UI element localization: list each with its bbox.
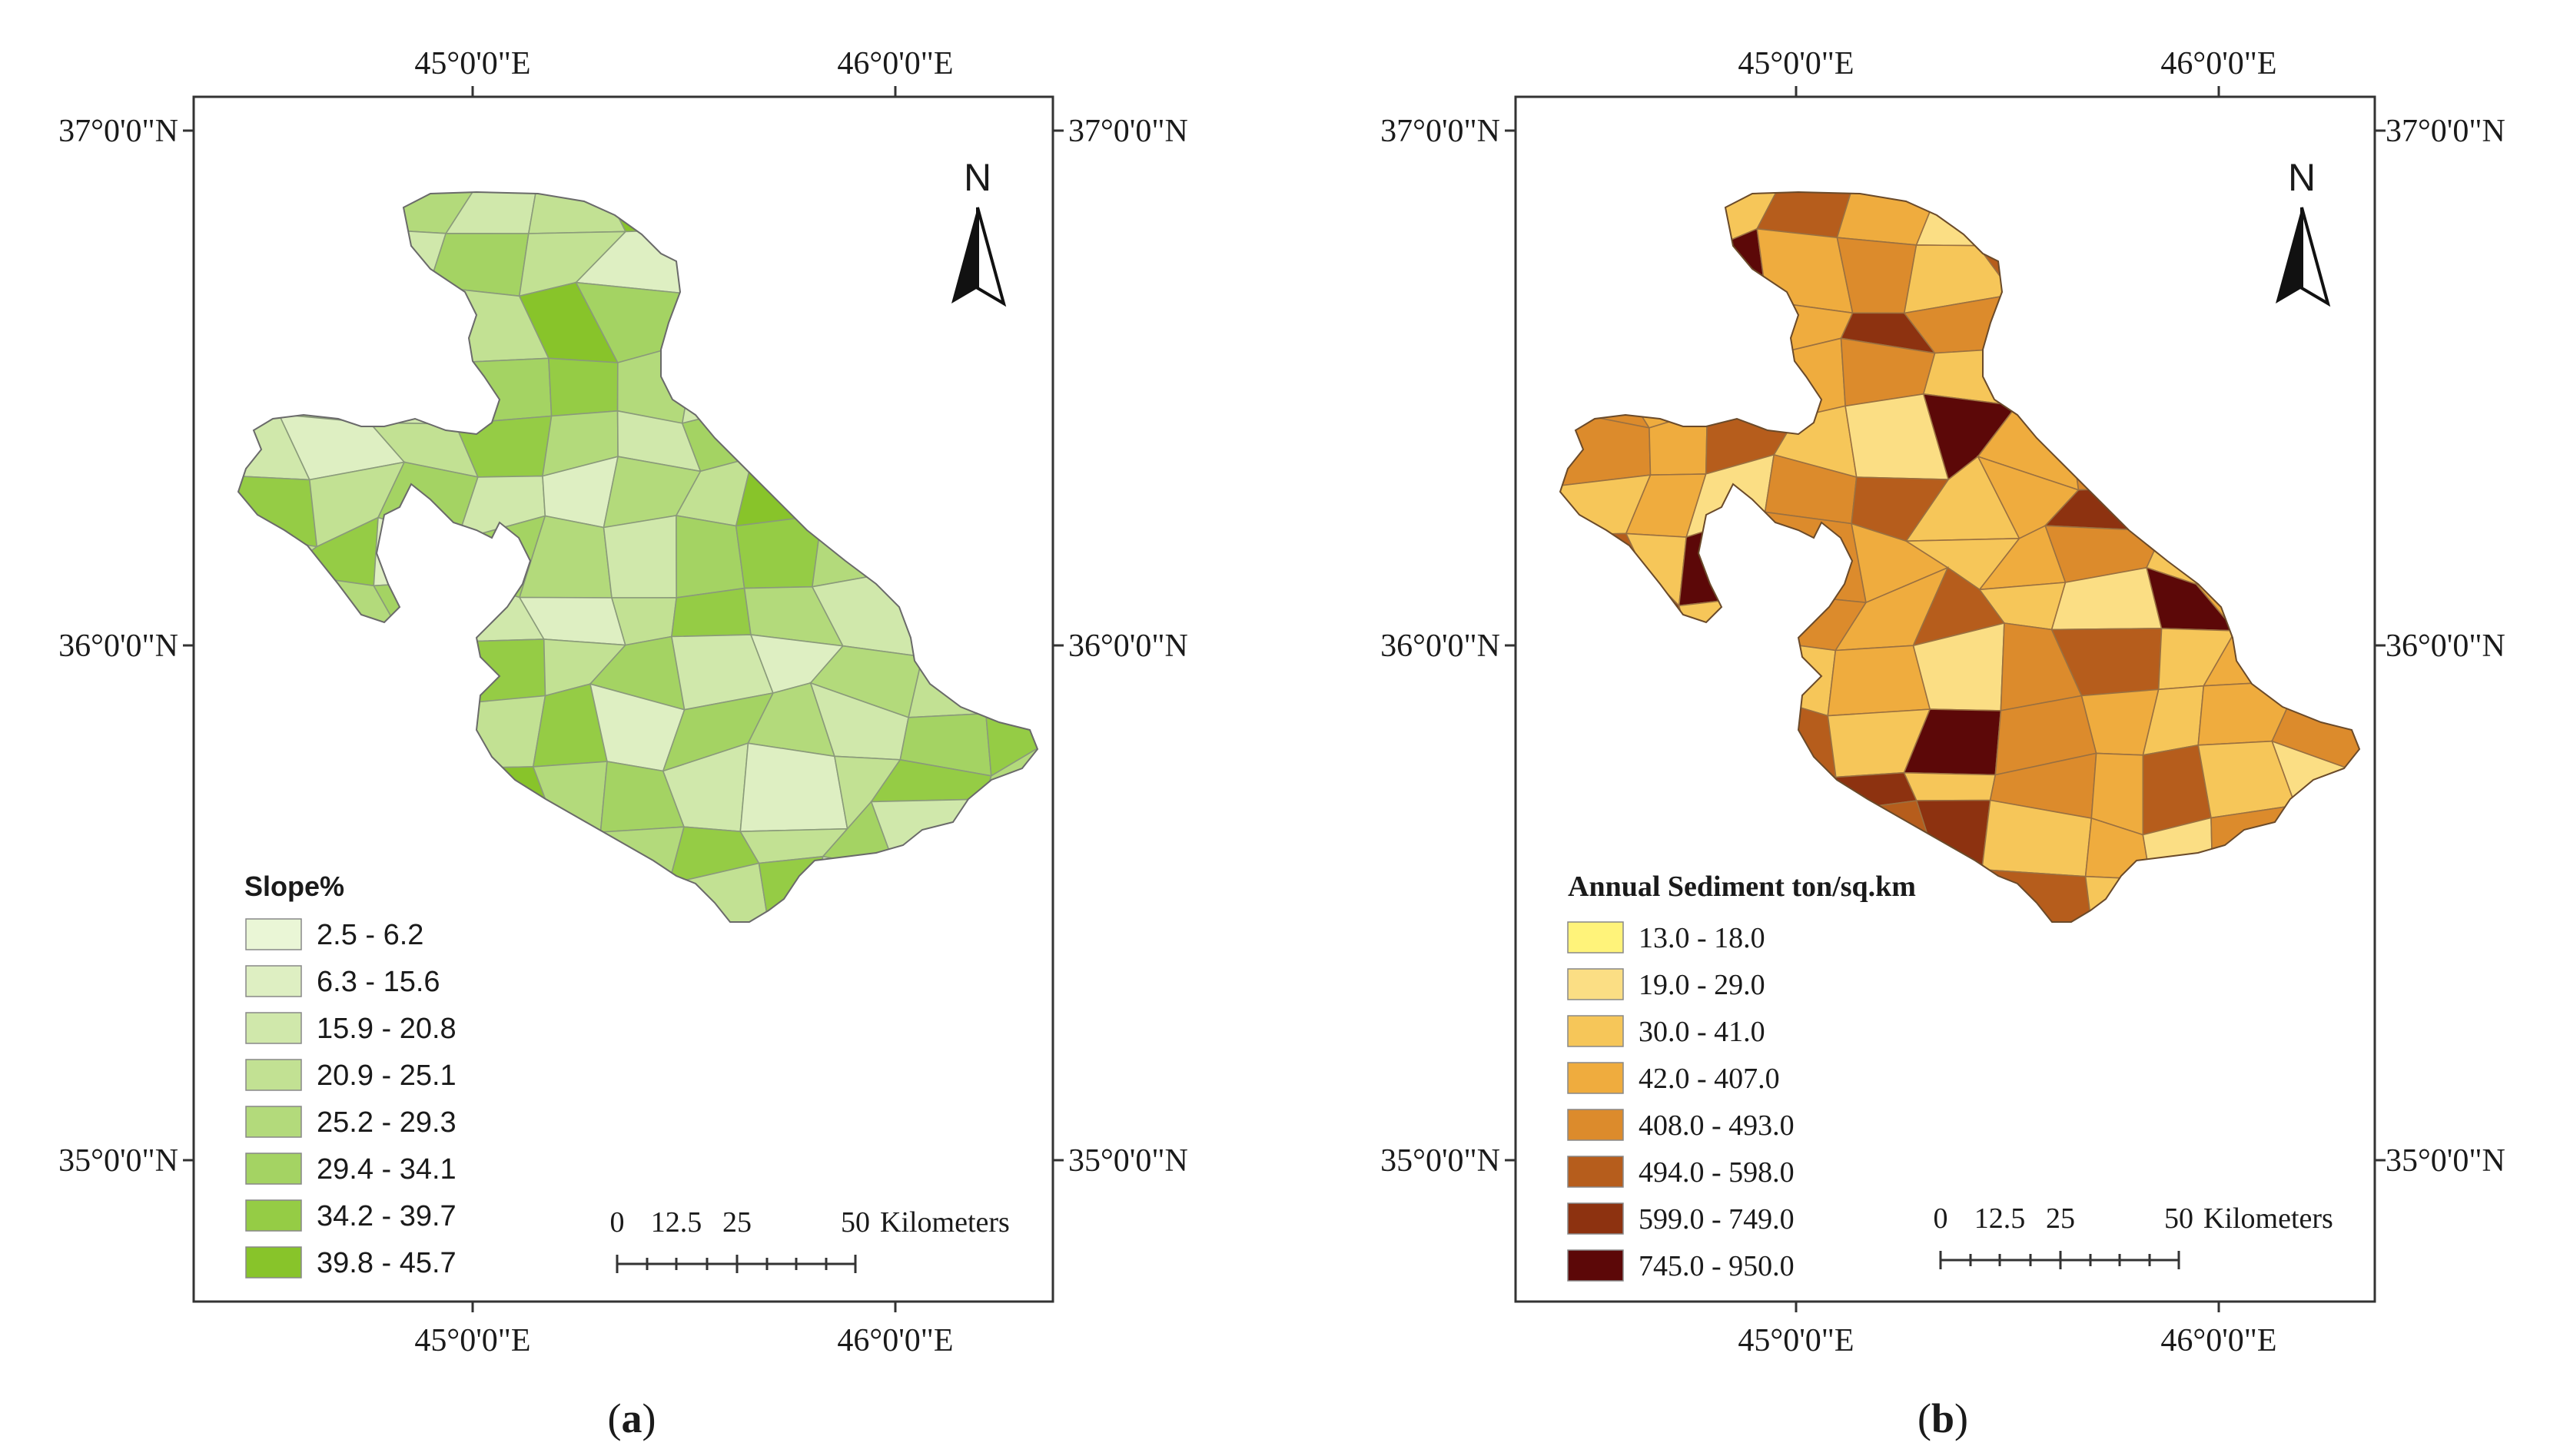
lat-label-left-3: 35°0'0"N [1380, 1143, 1500, 1179]
legend-swatch [245, 1012, 302, 1044]
legend-swatch [1567, 1202, 1624, 1235]
sub-basin [1827, 645, 1931, 717]
legend-swatch [245, 1246, 302, 1279]
lat-label-right-1: 37°0'0"N [2386, 114, 2505, 149]
scale-label-12-5: 12.5 [651, 1206, 702, 1239]
legend: Annual Sediment ton/sq.km 13.0 - 18.0 19.… [1567, 871, 1916, 1282]
legend-label: 25.2 - 29.3 [317, 1106, 457, 1139]
legend-swatch [245, 918, 302, 950]
north-label: N [964, 156, 991, 199]
legend-title: Slope% [244, 871, 344, 902]
caption-b: (b) [1918, 1395, 1968, 1441]
sub-basin [603, 515, 678, 599]
graticule-ticks [183, 86, 1064, 1312]
scale-unit: Kilometers [2203, 1202, 2333, 1235]
legend-swatch [245, 1059, 302, 1091]
legend-label: 19.0 - 29.0 [1639, 969, 1765, 1001]
lon-label-bottom-1: 45°0'0"E [414, 1323, 530, 1358]
sub-basin [1903, 771, 1997, 801]
lon-label-top-1: 45°0'0"E [1738, 46, 1854, 81]
graticule-ticks [1505, 86, 2386, 1312]
lon-label-top-1: 45°0'0"E [414, 46, 530, 81]
lat-label-right-3: 35°0'0"N [2386, 1143, 2505, 1179]
sub-basin [676, 515, 745, 599]
legend-swatch [1567, 921, 1624, 954]
north-arrow-right-half [2300, 207, 2331, 307]
north-arrow: N [951, 156, 1007, 307]
legend-label: 2.5 - 6.2 [317, 919, 423, 951]
lat-label-left-3: 35°0'0"N [58, 1143, 178, 1179]
legend-label: 13.0 - 18.0 [1639, 922, 1765, 954]
lat-label-right-2: 36°0'0"N [2386, 629, 2505, 664]
north-arrow-left-half [2276, 207, 2302, 303]
legend-swatch [245, 1199, 302, 1232]
legend-swatch [245, 1106, 302, 1138]
scale-bar: 0 12.5 25 50 Kilometers [1934, 1202, 2333, 1269]
legend-swatch [245, 965, 302, 997]
lat-label-right-1: 37°0'0"N [1068, 114, 1188, 149]
lat-label-left-1: 37°0'0"N [1380, 114, 1500, 149]
legend-swatch [1567, 968, 1624, 1000]
legend-label: 42.0 - 407.0 [1639, 1063, 1780, 1095]
lon-label-bottom-2: 46°0'0"E [2160, 1323, 2276, 1358]
legend: Slope% 2.5 - 6.2 6.3 - 15.6 15.9 - 20.8 20.… [244, 871, 457, 1279]
legend-label: 599.0 - 749.0 [1639, 1203, 1795, 1235]
legend-label: 745.0 - 950.0 [1639, 1250, 1795, 1282]
scale-label-50: 50 [841, 1206, 870, 1239]
legend-label: 494.0 - 598.0 [1639, 1156, 1795, 1189]
legend-label: 6.3 - 15.6 [317, 966, 440, 998]
lon-label-top-2: 46°0'0"E [2160, 46, 2276, 81]
north-arrow-left-half [951, 207, 978, 303]
scale-label-50: 50 [2164, 1202, 2193, 1235]
scale-label-25: 25 [722, 1206, 752, 1239]
legend-swatch [1567, 1109, 1624, 1141]
lon-label-bottom-1: 45°0'0"E [1738, 1323, 1854, 1358]
lat-label-left-2: 36°0'0"N [58, 629, 178, 664]
scale-bar: 0 12.5 25 50 Kilometers [610, 1206, 1010, 1273]
legend-label: 39.8 - 45.7 [317, 1247, 457, 1279]
legend-label: 29.4 - 34.1 [317, 1153, 457, 1186]
legend-label: 34.2 - 39.7 [317, 1200, 457, 1232]
sub-basin [739, 742, 848, 833]
legend-label: 20.9 - 25.1 [317, 1060, 457, 1092]
north-arrow-right-half [976, 207, 1007, 307]
scale-label-12-5: 12.5 [1974, 1202, 2026, 1235]
scale-label-0: 0 [610, 1206, 625, 1239]
legend-swatch [1567, 1156, 1624, 1188]
north-label: N [2288, 156, 2316, 199]
lat-label-left-1: 37°0'0"N [58, 114, 178, 149]
north-arrow: N [2276, 156, 2331, 307]
lon-label-bottom-2: 46°0'0"E [837, 1323, 953, 1358]
scale-unit: Kilometers [880, 1206, 1010, 1239]
legend-swatch [1567, 1062, 1624, 1094]
lat-label-left-2: 36°0'0"N [1380, 629, 1500, 664]
legend-title: Annual Sediment ton/sq.km [1568, 871, 1916, 903]
legend-label: 30.0 - 41.0 [1639, 1016, 1765, 1048]
lat-label-right-2: 36°0'0"N [1068, 629, 1188, 664]
caption-a: (a) [608, 1395, 656, 1441]
legend-label: 15.9 - 20.8 [317, 1013, 457, 1045]
legend-swatch [245, 1153, 302, 1185]
legend-label: 408.0 - 493.0 [1639, 1109, 1795, 1142]
panel-a-slope-map: 45°0'0"E 46°0'0"E 45°0'0"E 46°0'0"E 37°0… [58, 46, 1188, 1441]
scale-label-0: 0 [1934, 1202, 1948, 1235]
scale-label-25: 25 [2046, 1202, 2075, 1235]
legend-swatch [1567, 1015, 1624, 1047]
lat-label-right-3: 35°0'0"N [1068, 1143, 1188, 1179]
panel-b-sediment-map: 45°0'0"E 46°0'0"E 45°0'0"E 46°0'0"E 37°0… [1380, 46, 2505, 1441]
sub-basin [548, 357, 619, 417]
legend-swatch [1567, 1249, 1624, 1282]
lon-label-top-2: 46°0'0"E [837, 46, 953, 81]
